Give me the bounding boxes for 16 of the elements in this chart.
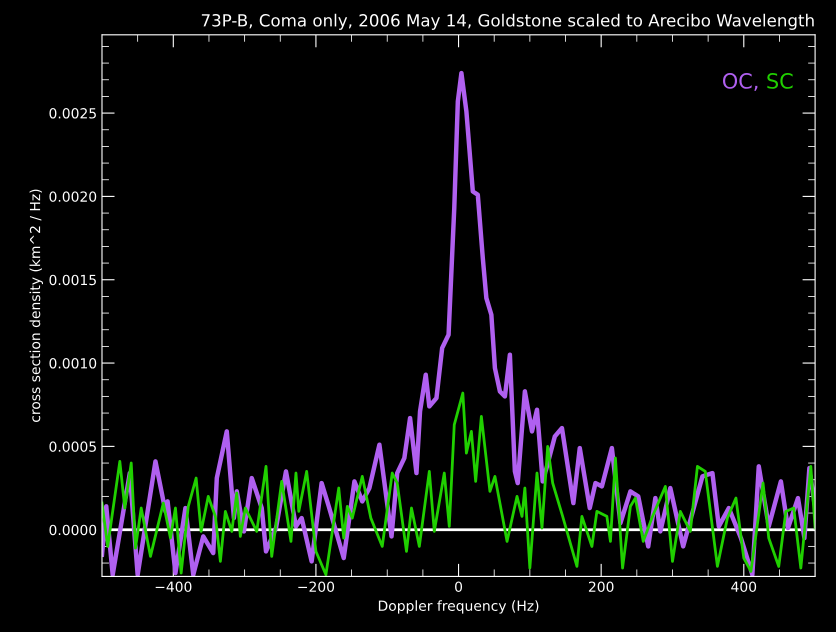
y-axis-title: cross section density (km^2 / Hz) bbox=[30, 190, 43, 422]
x-tick-label: −400 bbox=[156, 581, 192, 592]
y-tick-label: 0.0020 bbox=[49, 191, 96, 202]
chart-title: 73P-B, Coma only, 2006 May 14, Goldstone scaled to Arecibo Wavelength bbox=[202, 14, 814, 30]
x-tick-label: 0 bbox=[455, 581, 462, 592]
y-tick-label: 0.0015 bbox=[49, 274, 96, 286]
text: SC bbox=[767, 73, 793, 89]
y-tick-label: 0.0005 bbox=[49, 441, 96, 452]
y-tick-label: 0.0010 bbox=[49, 358, 96, 369]
x-tick-label: 400 bbox=[731, 581, 756, 592]
x-axis-title: Doppler frequency (Hz) bbox=[378, 600, 538, 614]
y-tick-label: 0.0000 bbox=[49, 524, 96, 536]
y-tick-label: 0.0025 bbox=[49, 108, 96, 119]
x-tick-label: −200 bbox=[298, 581, 334, 592]
x-tick-label: 200 bbox=[588, 581, 614, 592]
text: OC, bbox=[723, 73, 758, 91]
